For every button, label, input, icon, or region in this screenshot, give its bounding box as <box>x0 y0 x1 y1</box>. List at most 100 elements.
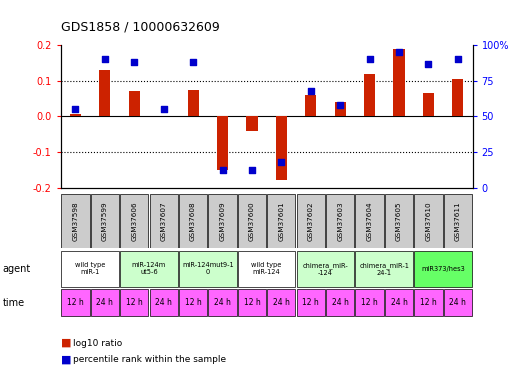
Bar <box>120 290 148 316</box>
Bar <box>70 114 81 116</box>
Text: 24 h: 24 h <box>449 298 466 307</box>
Text: 24 h: 24 h <box>391 298 408 307</box>
Text: 24 h: 24 h <box>214 298 231 307</box>
Text: GSM37605: GSM37605 <box>396 201 402 241</box>
Text: wild type
miR-124: wild type miR-124 <box>251 262 282 275</box>
Text: 12 h: 12 h <box>303 298 319 307</box>
Bar <box>179 290 207 316</box>
Text: 12 h: 12 h <box>67 298 84 307</box>
Point <box>248 167 256 173</box>
Text: 24 h: 24 h <box>273 298 290 307</box>
Bar <box>91 290 119 316</box>
Bar <box>355 290 384 316</box>
Bar <box>149 290 178 316</box>
Text: GSM37611: GSM37611 <box>455 201 461 241</box>
Text: ■: ■ <box>61 355 71 365</box>
Point <box>424 60 432 66</box>
Point <box>454 56 462 62</box>
Text: GDS1858 / 10000632609: GDS1858 / 10000632609 <box>61 21 220 34</box>
Text: 12 h: 12 h <box>126 298 143 307</box>
Text: GSM37606: GSM37606 <box>131 201 137 241</box>
Bar <box>120 194 148 248</box>
Bar <box>61 251 119 287</box>
Text: miR-124m
ut5-6: miR-124m ut5-6 <box>132 262 166 275</box>
Text: GSM37603: GSM37603 <box>337 201 343 241</box>
Text: GSM37600: GSM37600 <box>249 201 255 241</box>
Point <box>71 106 80 112</box>
Text: GSM37608: GSM37608 <box>190 201 196 241</box>
Text: GSM37598: GSM37598 <box>72 201 79 241</box>
Bar <box>305 95 316 116</box>
Bar <box>423 93 434 116</box>
Text: 24 h: 24 h <box>155 298 172 307</box>
Bar <box>326 290 354 316</box>
Text: GSM37604: GSM37604 <box>366 201 373 241</box>
Bar <box>297 251 354 287</box>
Bar <box>444 290 472 316</box>
Text: wild type
miR-1: wild type miR-1 <box>75 262 105 275</box>
Text: 12 h: 12 h <box>243 298 260 307</box>
Bar <box>355 251 413 287</box>
Text: ■: ■ <box>61 338 71 348</box>
Bar <box>217 116 228 170</box>
Bar <box>247 116 258 130</box>
Text: log10 ratio: log10 ratio <box>73 339 122 348</box>
Point <box>130 59 138 65</box>
Text: GSM37599: GSM37599 <box>102 201 108 241</box>
Text: GSM37609: GSM37609 <box>220 201 225 241</box>
Bar <box>120 251 178 287</box>
Bar <box>267 290 296 316</box>
Bar <box>209 290 237 316</box>
Text: GSM37610: GSM37610 <box>426 201 431 241</box>
Bar <box>238 251 296 287</box>
Text: miR373/hes3: miR373/hes3 <box>421 266 465 272</box>
Bar <box>393 49 404 116</box>
Text: agent: agent <box>3 264 31 274</box>
Text: chimera_miR-
-124: chimera_miR- -124 <box>303 262 348 276</box>
Bar <box>267 194 296 248</box>
Bar <box>364 74 375 116</box>
Bar <box>99 70 110 116</box>
Text: 12 h: 12 h <box>361 298 378 307</box>
Text: 24 h: 24 h <box>332 298 348 307</box>
Point <box>159 106 168 112</box>
Bar <box>238 290 266 316</box>
Point <box>189 59 197 65</box>
Text: GSM37607: GSM37607 <box>161 201 167 241</box>
Text: miR-124mut9-1
0: miR-124mut9-1 0 <box>182 262 233 275</box>
Text: GSM37601: GSM37601 <box>278 201 285 241</box>
Bar <box>209 194 237 248</box>
Bar <box>61 194 90 248</box>
Bar <box>452 79 464 116</box>
Text: percentile rank within the sample: percentile rank within the sample <box>73 356 226 364</box>
Bar <box>179 194 207 248</box>
Text: chimera_miR-1
24-1: chimera_miR-1 24-1 <box>360 262 409 276</box>
Bar <box>385 290 413 316</box>
Bar <box>297 194 325 248</box>
Text: 12 h: 12 h <box>420 298 437 307</box>
Bar <box>385 194 413 248</box>
Bar <box>149 194 178 248</box>
Bar <box>414 290 442 316</box>
Text: 24 h: 24 h <box>97 298 114 307</box>
Point <box>395 49 403 55</box>
Bar <box>187 90 199 116</box>
Bar <box>414 194 442 248</box>
Text: time: time <box>3 298 25 308</box>
Bar <box>129 92 140 116</box>
Point <box>218 167 227 173</box>
Bar <box>444 194 472 248</box>
Bar <box>179 251 237 287</box>
Bar <box>276 116 287 180</box>
Point <box>307 88 315 94</box>
Text: 12 h: 12 h <box>185 298 202 307</box>
Bar <box>297 290 325 316</box>
Text: GSM37602: GSM37602 <box>308 201 314 241</box>
Bar <box>326 194 354 248</box>
Bar <box>414 251 472 287</box>
Bar <box>335 102 346 116</box>
Point <box>101 56 109 62</box>
Bar <box>238 194 266 248</box>
Point <box>277 159 286 165</box>
Bar <box>91 194 119 248</box>
